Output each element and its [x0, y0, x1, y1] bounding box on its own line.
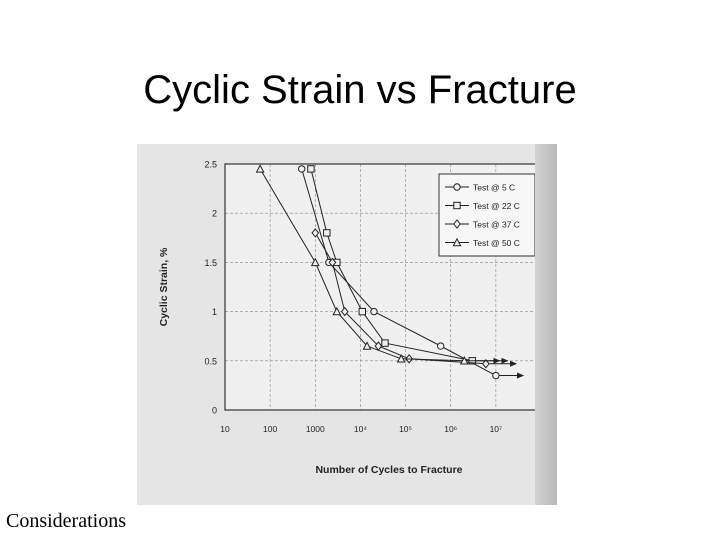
- slide-title: Cyclic Strain vs Fracture: [143, 68, 577, 112]
- y-tick-label: 1: [212, 307, 217, 317]
- x-tick-label: 10⁵: [399, 424, 412, 434]
- x-tick-label: 10: [220, 424, 230, 434]
- data-point: [328, 257, 337, 268]
- data-point: [255, 164, 265, 173]
- data-point: [492, 371, 500, 380]
- data-point: [311, 228, 320, 238]
- data-point: [340, 306, 349, 317]
- legend-label: Test @ 5 C: [473, 183, 515, 193]
- series-line: [259, 168, 465, 362]
- data-point: [396, 354, 406, 363]
- x-tick-label: 100: [263, 424, 277, 434]
- y-tick-label: 0.5: [204, 356, 217, 366]
- legend: Test @ 5 C Test @ 22 C Test @ 37 C Test @ 5…: [438, 173, 536, 257]
- legend-marker: [453, 183, 461, 191]
- data-point: [323, 229, 331, 237]
- data-point: [307, 165, 315, 173]
- data-point: [482, 358, 490, 369]
- y-tick-label: 2: [212, 209, 217, 219]
- x-tick-label: 10⁷: [490, 424, 503, 434]
- data-point: [459, 356, 469, 365]
- data-point: [381, 339, 389, 347]
- data-point: [332, 306, 342, 316]
- series-line: [310, 168, 473, 362]
- scanned-chart-image: 00.511.522.510100100010⁴10⁵10⁶10⁷10⁸ Cyc…: [137, 144, 557, 505]
- legend-marker: [452, 237, 462, 247]
- y-tick-label: 2.5: [204, 160, 217, 170]
- y-tick-label: 1.5: [204, 258, 217, 268]
- data-point: [358, 307, 366, 316]
- footer-caption: Considerations: [6, 510, 126, 532]
- y-tick-label: 0: [212, 406, 217, 416]
- data-point: [310, 257, 320, 267]
- data-point: [362, 341, 372, 350]
- scan-edge-strip: [535, 144, 557, 505]
- legend-label: Test @ 22 C: [473, 201, 520, 211]
- legend-label: Test @ 50 C: [473, 238, 520, 248]
- legend-marker: [453, 201, 461, 210]
- x-tick-label: 10⁶: [444, 424, 457, 434]
- legend-marker: [453, 219, 461, 229]
- data-point: [297, 165, 306, 173]
- data-point: [370, 307, 378, 316]
- x-axis-label: Number of Cycles to Fracture: [315, 464, 462, 476]
- y-axis-label: Cyclic Strain, %: [158, 247, 170, 326]
- x-tick-label: 10⁴: [354, 424, 367, 434]
- x-tick-label: 1000: [306, 424, 325, 434]
- legend-label: Test @ 37 C: [473, 220, 520, 230]
- data-point: [436, 342, 445, 350]
- fatigue-chart: 00.511.522.510100100010⁴10⁵10⁶10⁷10⁸ Cyc…: [158, 160, 548, 477]
- series-triangle: [255, 164, 501, 365]
